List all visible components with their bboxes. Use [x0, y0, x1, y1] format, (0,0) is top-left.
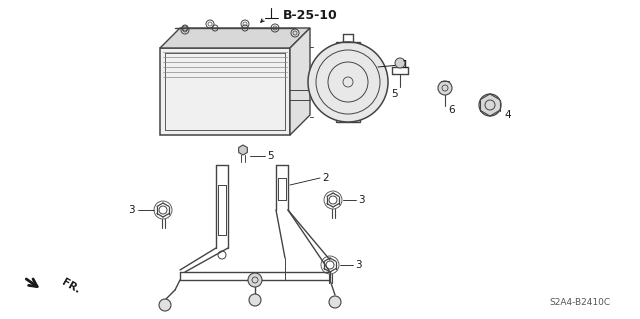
Bar: [336, 42, 360, 122]
Text: FR.: FR.: [60, 277, 82, 295]
Circle shape: [248, 273, 262, 287]
Text: 3: 3: [129, 205, 135, 215]
Text: 2: 2: [322, 173, 328, 183]
Circle shape: [479, 94, 501, 116]
Circle shape: [329, 296, 341, 308]
Text: 1: 1: [402, 60, 409, 70]
Text: 3: 3: [355, 260, 362, 270]
Circle shape: [395, 58, 405, 68]
Text: 4: 4: [504, 110, 511, 120]
Text: B-25-10: B-25-10: [283, 9, 338, 22]
Polygon shape: [290, 28, 310, 135]
Circle shape: [249, 294, 261, 306]
Bar: [160, 48, 290, 135]
Text: 6: 6: [448, 105, 454, 115]
Text: 3: 3: [358, 195, 365, 205]
Text: S2A4-B2410C: S2A4-B2410C: [549, 298, 610, 307]
Circle shape: [308, 42, 388, 122]
Text: 5: 5: [267, 151, 274, 161]
Polygon shape: [239, 145, 247, 155]
Circle shape: [159, 299, 171, 311]
Polygon shape: [160, 28, 310, 48]
Circle shape: [438, 81, 452, 95]
Text: 5: 5: [390, 89, 397, 99]
